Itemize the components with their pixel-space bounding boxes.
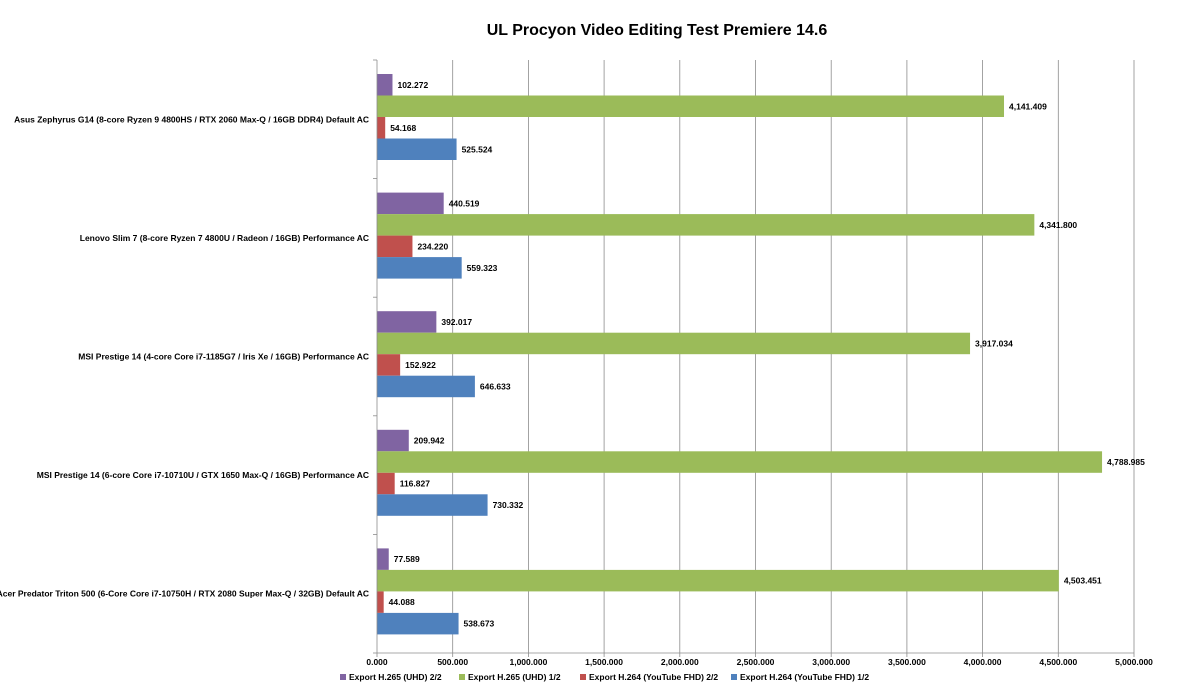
x-tick-label: 500.000 bbox=[437, 657, 468, 667]
x-tick-label: 2,500.000 bbox=[737, 657, 775, 667]
category-label: Lenovo Slim 7 (8-core Ryzen 7 4800U / Ra… bbox=[80, 233, 369, 243]
data-label: 102.272 bbox=[397, 80, 428, 90]
bar bbox=[377, 375, 475, 398]
x-tick-label: 4,000.000 bbox=[964, 657, 1002, 667]
data-label: 3,917.034 bbox=[975, 338, 1013, 348]
bar bbox=[377, 591, 384, 613]
bar bbox=[377, 235, 413, 258]
legend-swatch bbox=[580, 674, 586, 680]
data-label: 559.323 bbox=[467, 263, 498, 273]
data-label: 209.942 bbox=[414, 436, 445, 446]
category-label: Acer Predator Triton 500 (6-Core Core i7… bbox=[0, 589, 369, 599]
legend-swatch bbox=[340, 674, 346, 680]
category-label: Asus Zephyrus G14 (8-core Ryzen 9 4800HS… bbox=[14, 114, 369, 124]
bar bbox=[377, 214, 1035, 236]
bar bbox=[377, 74, 393, 96]
bar bbox=[377, 569, 1059, 592]
legend-swatch bbox=[731, 674, 737, 680]
x-tick-label: 0.000 bbox=[366, 657, 388, 667]
bars bbox=[377, 74, 1103, 635]
category-label: MSI Prestige 14 (6-core Core i7-10710U /… bbox=[37, 470, 369, 480]
bar bbox=[377, 494, 488, 516]
data-label: 4,788.985 bbox=[1107, 457, 1145, 467]
bar bbox=[377, 95, 1005, 117]
x-tick-label: 2,000.000 bbox=[661, 657, 699, 667]
x-tick-label: 1,000.000 bbox=[509, 657, 547, 667]
bar bbox=[377, 548, 389, 570]
bar bbox=[377, 117, 386, 139]
bar bbox=[377, 451, 1103, 473]
bar bbox=[377, 332, 971, 355]
data-label: 54.168 bbox=[390, 123, 416, 133]
data-label: 538.673 bbox=[464, 619, 495, 629]
data-label: 525.524 bbox=[462, 144, 493, 154]
category-label: MSI Prestige 14 (4-core Core i7-1185G7 /… bbox=[78, 352, 369, 362]
data-label: 4,503.451 bbox=[1064, 576, 1102, 586]
bar bbox=[377, 257, 462, 279]
bar bbox=[377, 612, 459, 635]
data-labels: 102.272 4,141.409 54.168 525.524 440.519 4,34… bbox=[389, 80, 1145, 629]
bar bbox=[377, 311, 437, 333]
data-label: 152.922 bbox=[405, 360, 436, 370]
data-label: 44.088 bbox=[389, 597, 415, 607]
legend: Export H.265 (UHD) 2/2 Export H.265 (UHD)… bbox=[340, 672, 869, 682]
bar bbox=[377, 429, 409, 452]
legend-label: Export H.265 (UHD) 1/2 bbox=[468, 672, 561, 682]
grid-lines bbox=[452, 60, 1135, 653]
axes: 0.000 500.000 1,000.000 1,500.000 2,000.000 2… bbox=[0, 59, 1153, 667]
bar bbox=[377, 472, 395, 495]
data-label: 4,341.800 bbox=[1039, 220, 1077, 230]
data-label: 392.017 bbox=[441, 317, 472, 327]
x-tick-label: 5,000.000 bbox=[1115, 657, 1153, 667]
x-tick-label: 3,000.000 bbox=[812, 657, 850, 667]
data-label: 116.827 bbox=[400, 479, 431, 489]
chart-title: UL Procyon Video Editing Test Premiere 1… bbox=[487, 22, 828, 39]
data-label: 4,141.409 bbox=[1009, 101, 1047, 111]
data-label: 440.519 bbox=[449, 198, 480, 208]
legend-swatch bbox=[459, 674, 465, 680]
legend-label: Export H.264 (YouTube FHD) 2/2 bbox=[589, 672, 718, 682]
bar bbox=[377, 192, 444, 215]
data-label: 77.589 bbox=[394, 554, 420, 564]
data-label: 234.220 bbox=[417, 241, 448, 251]
x-tick-label: 4,500.000 bbox=[1039, 657, 1077, 667]
bar bbox=[377, 138, 457, 160]
x-tick-label: 1,500.000 bbox=[585, 657, 623, 667]
data-label: 646.633 bbox=[480, 381, 511, 391]
data-label: 730.332 bbox=[493, 500, 524, 510]
legend-label: Export H.265 (UHD) 2/2 bbox=[349, 672, 442, 682]
legend-label: Export H.264 (YouTube FHD) 1/2 bbox=[740, 672, 869, 682]
bar bbox=[377, 354, 401, 376]
x-tick-label: 3,500.000 bbox=[888, 657, 926, 667]
